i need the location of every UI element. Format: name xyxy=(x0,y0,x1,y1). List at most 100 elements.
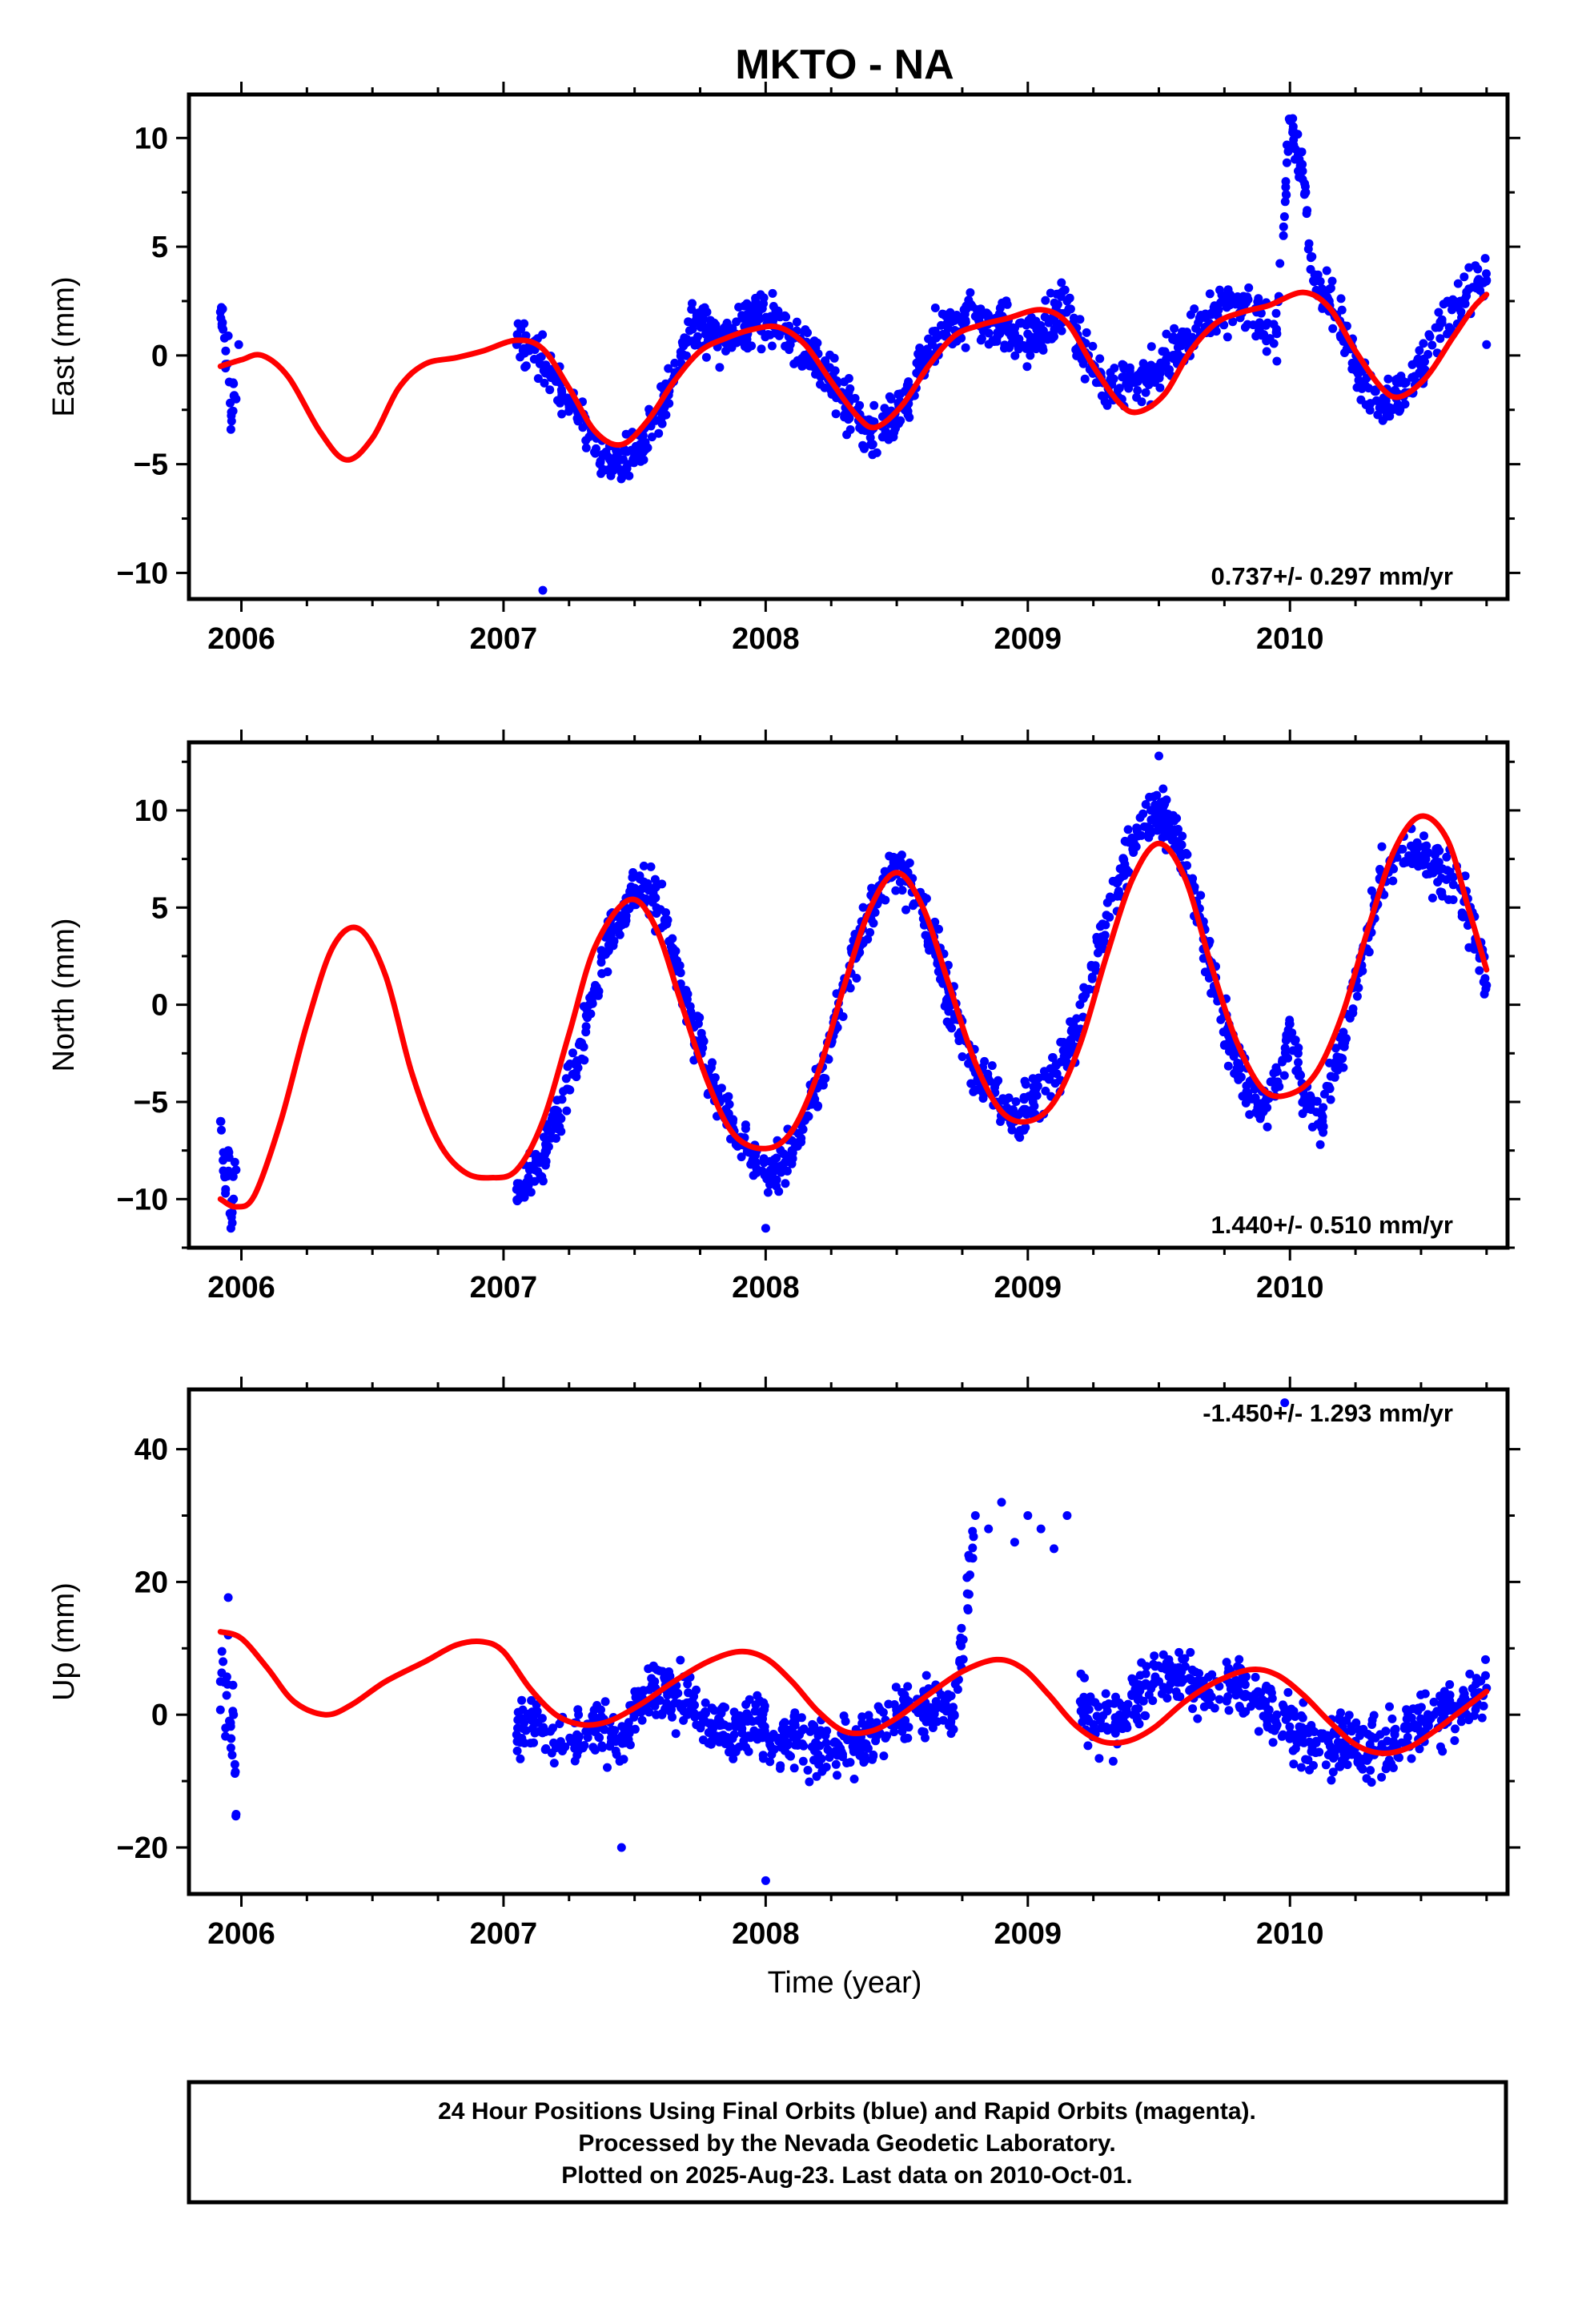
observation-dot xyxy=(1239,1708,1248,1718)
observation-dot xyxy=(1241,1098,1251,1108)
observation-dot xyxy=(849,1775,859,1783)
observation-dot xyxy=(961,343,970,352)
observation-dot xyxy=(864,1711,873,1720)
data-point xyxy=(215,308,225,317)
observation-dot xyxy=(1343,1760,1352,1770)
observation-dot xyxy=(1313,270,1323,279)
observation-dot xyxy=(557,409,567,419)
observation-dot xyxy=(1078,359,1088,368)
observation-dot xyxy=(821,1731,830,1740)
observation-dot xyxy=(644,1707,654,1717)
data-point xyxy=(231,1810,241,1819)
observation-dot xyxy=(1133,386,1142,395)
observation-dot xyxy=(765,1757,775,1767)
observation-dot xyxy=(983,1072,993,1082)
observation-dot xyxy=(842,1759,852,1767)
observation-dot xyxy=(698,1718,708,1727)
observation-dot xyxy=(596,946,606,955)
data-point xyxy=(931,1697,941,1707)
observation-dot xyxy=(597,969,607,979)
observation-dot xyxy=(1141,1711,1150,1720)
observation-dot xyxy=(812,1771,821,1781)
observation-dot xyxy=(1319,1089,1329,1099)
observation-dot xyxy=(1291,1036,1299,1046)
observation-dot xyxy=(1231,1675,1241,1685)
observation-dot xyxy=(1205,1700,1215,1709)
observation-dot xyxy=(1279,212,1289,221)
observation-dot xyxy=(1122,1720,1131,1730)
data-point xyxy=(1416,361,1426,371)
observation-dot xyxy=(767,1743,777,1752)
data-point xyxy=(1010,329,1019,339)
observation-dot xyxy=(1168,351,1178,360)
observation-dot xyxy=(880,404,889,413)
data-point xyxy=(1128,845,1138,854)
observation-dot xyxy=(896,389,905,399)
observation-dot xyxy=(845,425,855,434)
observation-dot xyxy=(1407,841,1415,850)
y-tick-label: 0 xyxy=(151,989,168,1023)
data-point xyxy=(1050,1068,1058,1078)
observation-dot xyxy=(676,1655,685,1665)
observation-dot xyxy=(831,409,841,419)
observation-dot xyxy=(1023,329,1033,339)
observation-dot xyxy=(789,359,799,368)
observation-dot xyxy=(527,1695,536,1705)
observation-dot xyxy=(776,1763,785,1773)
x-tick-label: 2008 xyxy=(732,1271,800,1305)
observation-dot xyxy=(1336,294,1346,304)
observation-dot xyxy=(1303,244,1313,254)
observation-dot xyxy=(1415,1744,1424,1754)
observation-dot xyxy=(588,1743,598,1752)
data-point xyxy=(1390,1730,1399,1739)
observation-dot xyxy=(1194,1675,1203,1685)
observation-dot xyxy=(962,1573,972,1582)
data-point xyxy=(1301,187,1311,197)
observation-dot xyxy=(231,1769,239,1778)
data-point xyxy=(984,1524,994,1534)
observation-dot xyxy=(737,1714,746,1723)
observation-dot xyxy=(1262,1096,1271,1104)
observation-dot xyxy=(1256,1688,1266,1698)
observation-dot xyxy=(1228,317,1238,327)
observation-dot xyxy=(1388,405,1398,414)
observation-dot xyxy=(759,1754,768,1763)
observation-dot xyxy=(705,1065,714,1075)
observation-dot xyxy=(1122,1710,1130,1719)
data-point xyxy=(1254,1107,1263,1116)
data-point xyxy=(1272,1078,1282,1088)
model-line xyxy=(217,289,1490,463)
observation-dot xyxy=(1283,147,1293,156)
x-tick-label: 2008 xyxy=(732,622,800,656)
data-point xyxy=(709,1723,718,1733)
data-point xyxy=(229,379,239,388)
observation-dot xyxy=(562,1106,572,1116)
observation-dot xyxy=(1477,1713,1487,1723)
observation-dot xyxy=(636,440,646,450)
observation-dot xyxy=(643,884,652,894)
observation-dot xyxy=(1131,1711,1141,1720)
observation-dot xyxy=(1271,1063,1281,1072)
panel-east: 2006 2007 2008 2009 2010 −10 −5 0 5 10 East (mm) 0.… xyxy=(47,82,1520,656)
observation-dot xyxy=(1259,1711,1268,1721)
observation-dot xyxy=(1265,334,1275,344)
observation-dot xyxy=(639,1687,648,1696)
observation-dot xyxy=(529,1738,538,1747)
data-point xyxy=(1194,318,1203,328)
observation-dot xyxy=(1298,1098,1307,1107)
observation-dot xyxy=(1427,893,1437,903)
observation-dot xyxy=(1136,1681,1146,1691)
observation-dot xyxy=(1150,1651,1159,1661)
observation-dot xyxy=(221,1731,231,1741)
observation-dot xyxy=(897,886,907,895)
observation-dot xyxy=(1434,308,1443,317)
data-point xyxy=(1317,1116,1326,1126)
observation-dot xyxy=(749,1726,759,1735)
observation-dot xyxy=(903,407,913,416)
observation-dot xyxy=(1424,869,1434,879)
observation-dot xyxy=(561,1074,571,1084)
observation-dot xyxy=(1157,1663,1166,1673)
observation-dot xyxy=(1216,1015,1226,1024)
data-point xyxy=(1291,144,1300,154)
observation-dot xyxy=(820,383,829,392)
